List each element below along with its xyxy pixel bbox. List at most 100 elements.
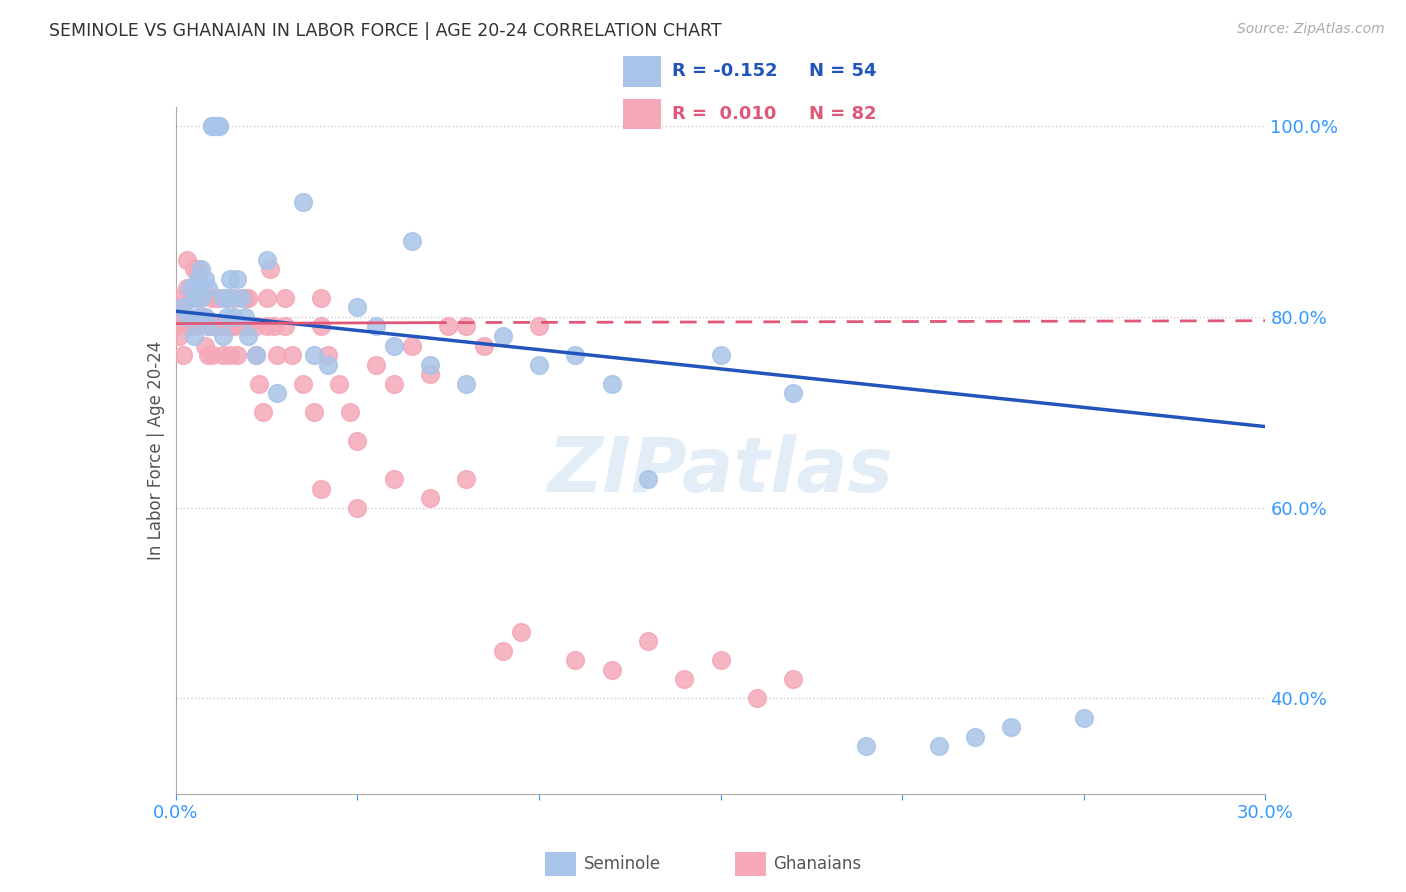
Point — [208, 319, 231, 334]
Text: R = -0.152: R = -0.152 — [672, 62, 778, 80]
Point — [401, 338, 423, 352]
Point — [219, 271, 242, 285]
Point — [222, 310, 245, 324]
Point — [382, 376, 405, 391]
Point — [215, 291, 238, 305]
Text: N = 54: N = 54 — [808, 62, 876, 80]
Point — [231, 291, 253, 305]
Point — [176, 281, 198, 295]
Text: N = 82: N = 82 — [808, 105, 876, 123]
Point — [208, 291, 231, 305]
Point — [492, 644, 515, 658]
Text: Source: ZipAtlas.com: Source: ZipAtlas.com — [1237, 22, 1385, 37]
FancyBboxPatch shape — [623, 56, 661, 87]
Point — [194, 271, 217, 285]
Point — [226, 348, 249, 362]
Text: Ghanaians: Ghanaians — [773, 855, 862, 873]
Point — [401, 234, 423, 248]
Point — [256, 291, 278, 305]
Point — [197, 319, 219, 334]
Point — [309, 291, 332, 305]
Point — [259, 262, 281, 277]
Point — [637, 472, 659, 486]
Point — [208, 119, 231, 133]
Point — [169, 329, 191, 343]
Point — [212, 291, 235, 305]
Point — [346, 500, 368, 515]
Point — [474, 338, 496, 352]
Text: ZIPatlas: ZIPatlas — [547, 434, 894, 508]
Point — [274, 319, 297, 334]
Point — [194, 338, 217, 352]
Point — [201, 319, 224, 334]
Point — [176, 252, 198, 267]
Point — [179, 281, 201, 295]
FancyBboxPatch shape — [623, 99, 661, 129]
Point — [183, 319, 205, 334]
Point — [564, 348, 586, 362]
Point — [346, 301, 368, 315]
Point — [165, 319, 187, 334]
Point — [782, 673, 804, 687]
Point — [382, 338, 405, 352]
Point — [219, 319, 242, 334]
Y-axis label: In Labor Force | Age 20-24: In Labor Force | Age 20-24 — [146, 341, 165, 560]
Point — [673, 673, 696, 687]
Text: Seminole: Seminole — [583, 855, 661, 873]
Point — [222, 319, 245, 334]
Point — [215, 310, 238, 324]
Point — [782, 386, 804, 401]
Point — [318, 348, 340, 362]
Point — [233, 310, 256, 324]
Point — [245, 348, 267, 362]
Point — [1000, 720, 1022, 734]
Point — [637, 634, 659, 648]
Point — [309, 319, 332, 334]
Point — [600, 663, 623, 677]
Point — [190, 281, 212, 295]
Point — [928, 739, 950, 754]
Point — [183, 291, 205, 305]
Point — [204, 291, 226, 305]
Point — [247, 376, 270, 391]
Text: R =  0.010: R = 0.010 — [672, 105, 776, 123]
Point — [179, 319, 201, 334]
Text: SEMINOLE VS GHANAIAN IN LABOR FORCE | AGE 20-24 CORRELATION CHART: SEMINOLE VS GHANAIAN IN LABOR FORCE | AG… — [49, 22, 721, 40]
Point — [456, 376, 478, 391]
FancyBboxPatch shape — [544, 853, 576, 876]
Point — [201, 119, 224, 133]
Point — [194, 310, 217, 324]
Point — [252, 405, 274, 419]
Point — [274, 291, 297, 305]
Point — [201, 119, 224, 133]
Point — [186, 310, 209, 324]
Point — [339, 405, 361, 419]
Point — [346, 434, 368, 448]
Point — [169, 301, 191, 315]
Point — [201, 119, 224, 133]
Point — [190, 291, 212, 305]
Point — [509, 624, 531, 639]
Point — [256, 319, 278, 334]
Point — [212, 319, 235, 334]
Point — [238, 319, 260, 334]
Point — [364, 358, 387, 372]
Point — [419, 367, 441, 381]
Point — [204, 119, 226, 133]
Point — [309, 482, 332, 496]
Point — [492, 329, 515, 343]
Point — [222, 291, 245, 305]
Point — [266, 386, 288, 401]
Point — [318, 358, 340, 372]
Point — [419, 358, 441, 372]
Point — [564, 653, 586, 667]
Point — [176, 310, 198, 324]
Point — [172, 301, 194, 315]
Point — [364, 319, 387, 334]
Point — [201, 348, 224, 362]
Point — [186, 271, 209, 285]
Point — [172, 348, 194, 362]
Point — [238, 329, 260, 343]
Point — [212, 348, 235, 362]
Point — [456, 472, 478, 486]
